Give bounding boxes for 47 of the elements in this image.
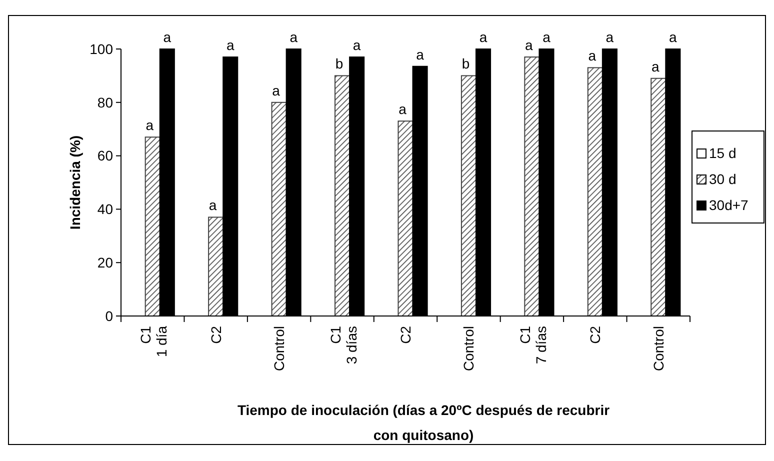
- legend-label: 15 d: [709, 145, 736, 161]
- x-tick-label: C2: [398, 326, 414, 344]
- x-tick-label: C1 7 días: [516, 326, 549, 364]
- data-label: a: [163, 29, 172, 45]
- legend-label: 30 d: [709, 171, 736, 187]
- data-label: a: [416, 46, 424, 62]
- x-tick-label: C1 3 días: [327, 326, 360, 364]
- legend-label: 30d+7: [709, 197, 749, 213]
- data-label: a: [352, 37, 361, 54]
- x-tick-label: C2: [208, 326, 224, 344]
- y-tick-label: 80: [97, 94, 114, 110]
- data-label: a: [542, 29, 551, 45]
- bar: [398, 120, 414, 316]
- x-axis-title: Tiempo de inoculación (días a 20ºC después de recubrir con quitosano): [237, 402, 610, 443]
- data-label: a: [272, 82, 280, 98]
- data-label: a: [525, 37, 534, 54]
- y-tick-label: 100: [90, 40, 114, 57]
- bar: [334, 75, 350, 316]
- data-label: a: [669, 29, 678, 45]
- bar: [650, 78, 666, 316]
- y-tick-label: 20: [97, 254, 114, 270]
- data-label: b: [335, 56, 344, 72]
- bar: [587, 67, 603, 316]
- y-tick-label: 60: [97, 148, 114, 164]
- data-label: a: [651, 58, 660, 74]
- x-tick-label: Control: [650, 326, 666, 372]
- x-tick-label: Control: [271, 326, 288, 372]
- bar: [144, 136, 160, 316]
- y-tick-label: 40: [97, 201, 114, 218]
- data-label: a: [606, 29, 614, 45]
- data-label: a: [290, 29, 298, 45]
- x-tick-label: C1 1 día: [138, 326, 170, 358]
- data-label: a: [479, 29, 488, 45]
- x-tick-label: Control: [460, 326, 477, 372]
- data-label: b: [462, 56, 470, 72]
- data-label: a: [398, 101, 407, 118]
- data-label: a: [226, 37, 234, 54]
- bar: [271, 102, 287, 316]
- y-axis-title: Incidencia (%): [67, 135, 83, 230]
- data-label: a: [208, 197, 217, 214]
- data-label: a: [588, 48, 596, 64]
- data-label: a: [146, 117, 154, 134]
- x-tick-label: C2: [587, 326, 604, 344]
- bar: [524, 56, 540, 316]
- bar: [460, 75, 476, 316]
- bar: [208, 216, 224, 316]
- y-tick-label: 0: [105, 308, 114, 324]
